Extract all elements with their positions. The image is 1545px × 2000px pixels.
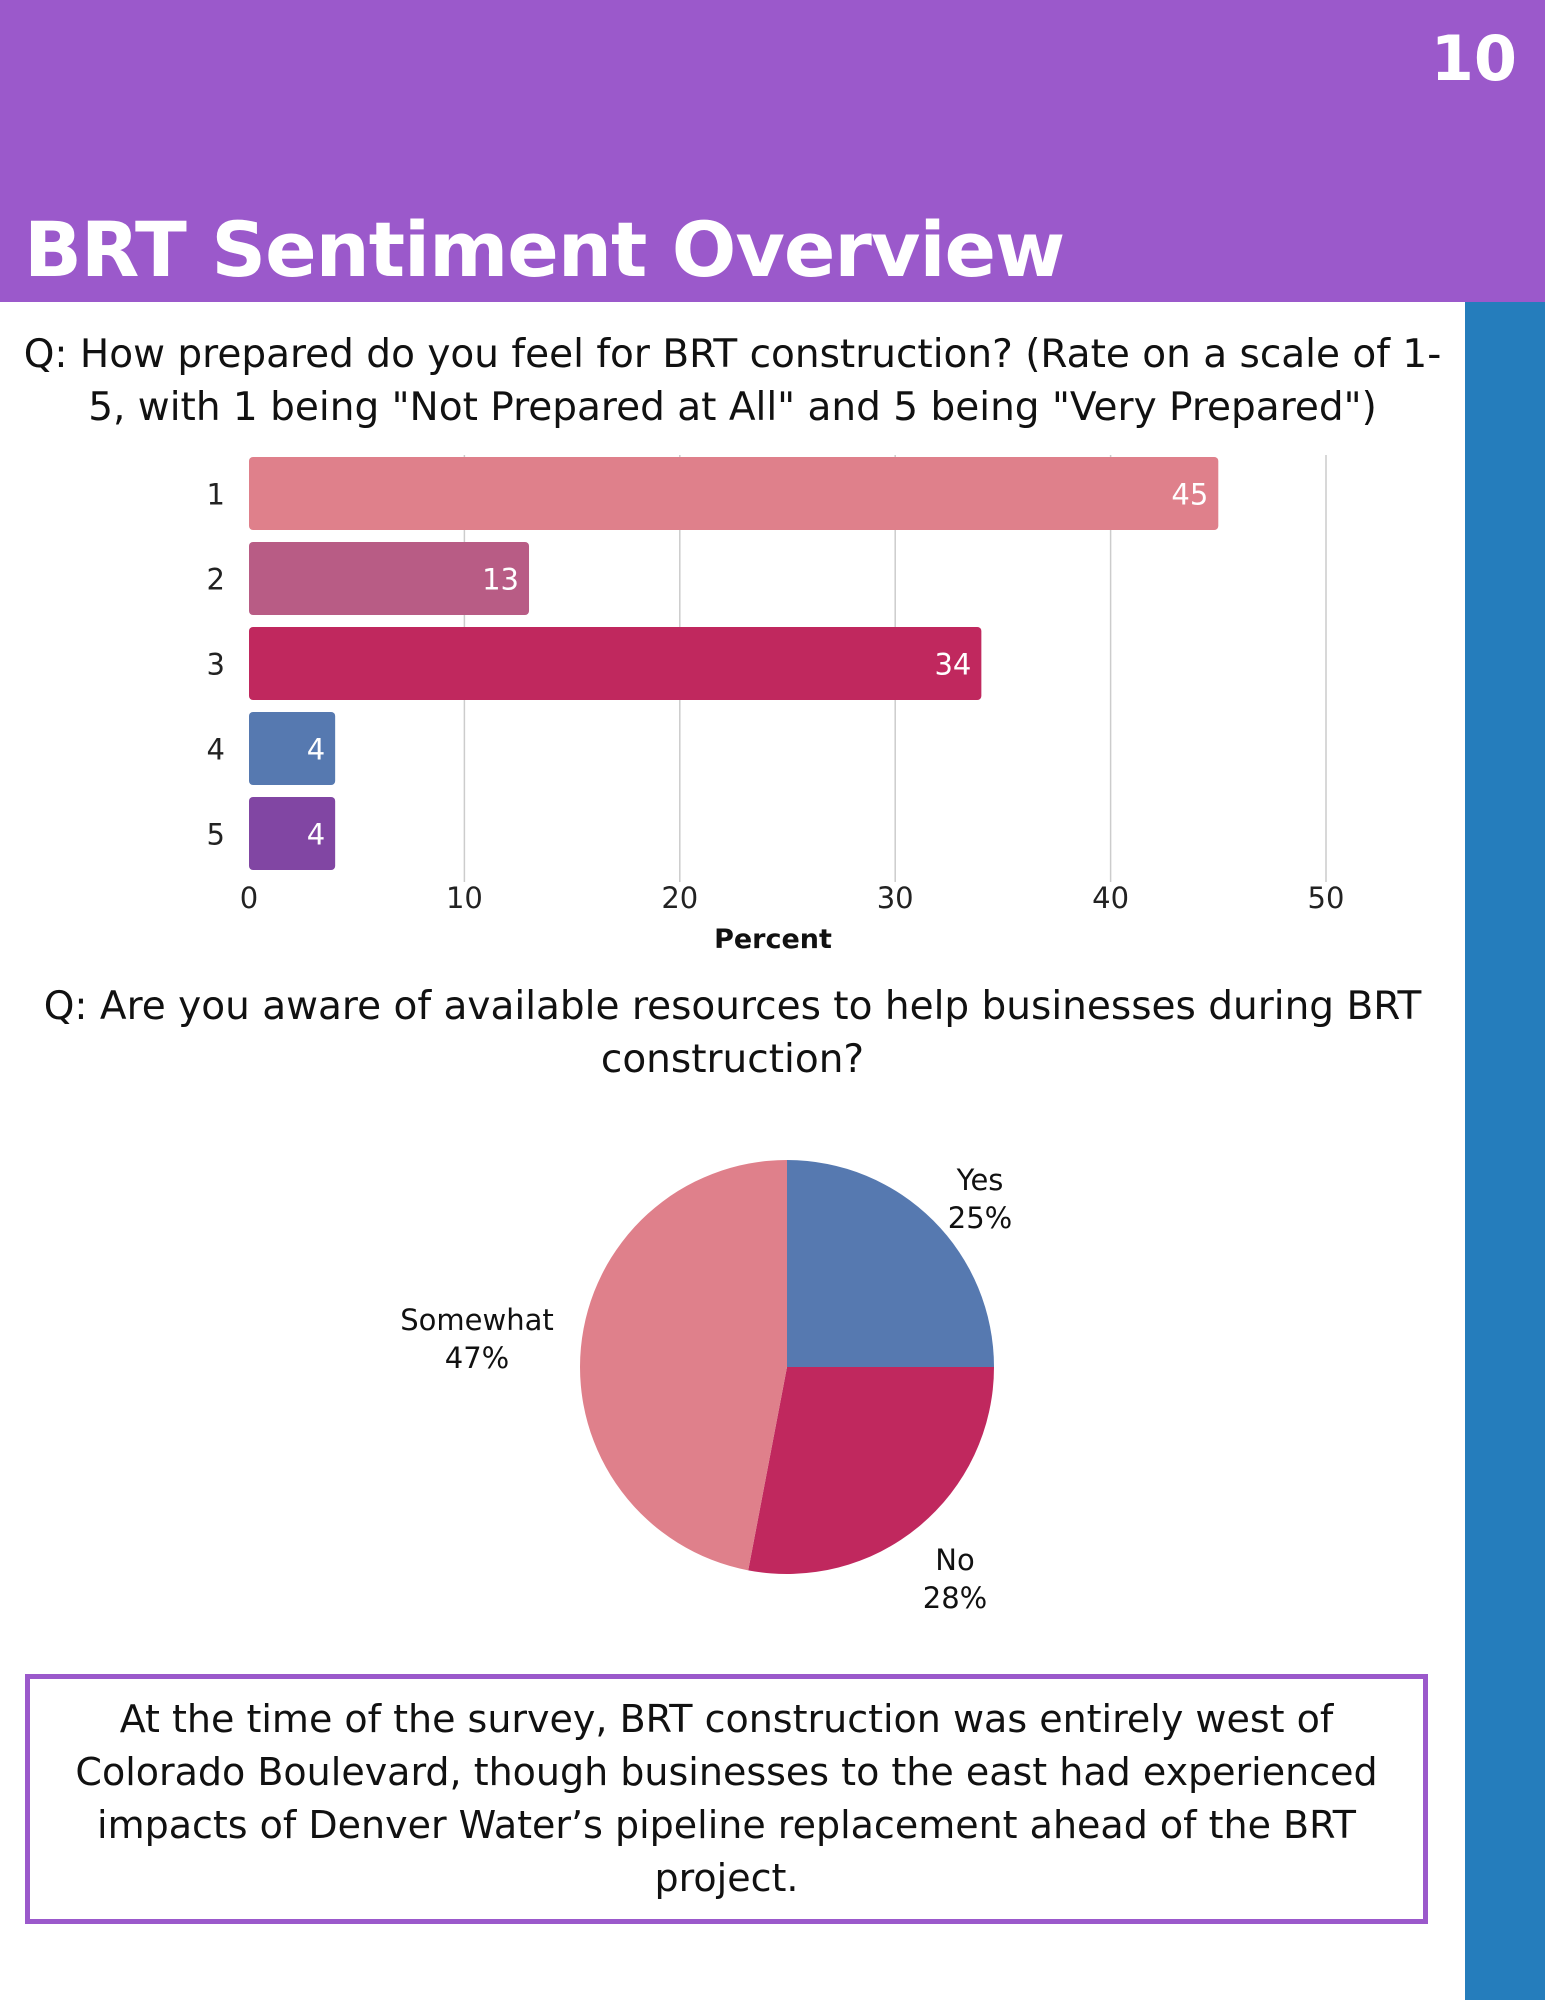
bar-4 [249, 712, 336, 785]
x-tick-label: 30 [877, 881, 914, 915]
bar-1 [249, 457, 1219, 530]
bar-3 [249, 627, 982, 700]
bar-value-label: 45 [1171, 478, 1208, 512]
slice-label: No [935, 1543, 974, 1577]
note-box: At the time of the survey, BRT construct… [25, 1674, 1428, 1924]
pie-chart: Yes 25% No 28% Somewhat 47% [400, 1160, 1012, 1615]
bar-value-label: 34 [934, 648, 971, 682]
y-tick-label: 5 [207, 818, 225, 852]
slice-label: Yes [956, 1163, 1004, 1197]
page-title: BRT Sentiment Overview [24, 205, 1065, 294]
pie-slice-no [748, 1367, 994, 1574]
header-banner: 10 BRT Sentiment Overview [0, 0, 1545, 302]
slice-label: Somewhat [400, 1303, 553, 1337]
bar-value-label: 13 [482, 563, 519, 597]
x-tick-label: 0 [240, 881, 258, 915]
question-2: Q: Are you aware of available resources … [43, 984, 1422, 1082]
x-tick-label: 20 [661, 881, 698, 915]
bar-value-label: 4 [307, 818, 325, 852]
y-tick-label: 4 [207, 733, 225, 767]
slice-percent: 28% [923, 1581, 987, 1615]
y-tick-label: 3 [207, 648, 225, 682]
y-tick-label: 1 [207, 478, 225, 512]
question-1: Q: How prepared do you feel for BRT cons… [23, 332, 1442, 430]
x-axis-label: Percent [714, 924, 832, 955]
page-number: 10 [1430, 22, 1517, 95]
pie-slice-yes [787, 1160, 994, 1367]
x-tick-label: 10 [446, 881, 483, 915]
bar-2 [249, 542, 530, 615]
x-tick-label: 40 [1092, 881, 1129, 915]
slice-percent: 25% [948, 1201, 1012, 1235]
bar-5 [249, 797, 336, 870]
y-tick-label: 2 [207, 563, 225, 597]
x-tick-label: 50 [1308, 881, 1345, 915]
pie-slice-somewhat [579, 1160, 787, 1571]
sidebar-accent [1465, 302, 1545, 2000]
slice-percent: 47% [445, 1341, 509, 1375]
bar-value-label: 4 [307, 733, 325, 767]
